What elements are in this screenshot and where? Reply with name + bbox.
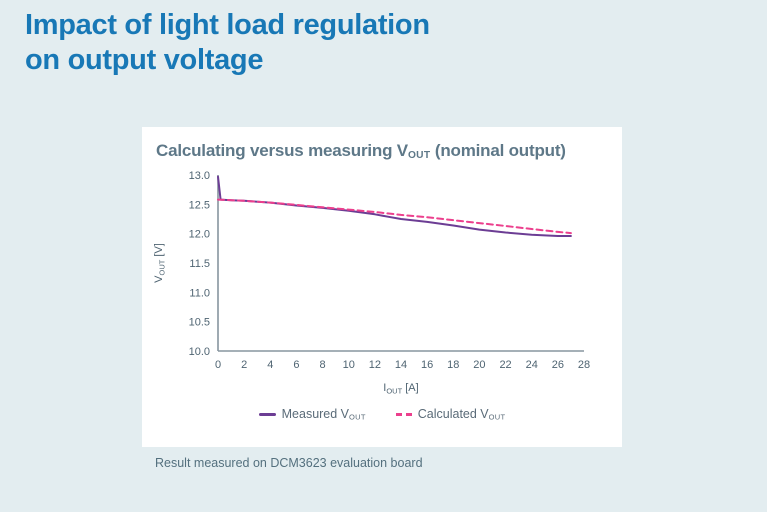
legend-calculated-subscript: OUT	[488, 412, 506, 422]
x-tick-label: 2	[241, 359, 247, 371]
legend-item-measured: Measured VOUT	[258, 407, 366, 422]
chart-title-subscript: OUT	[407, 150, 431, 162]
measured-line-swatch	[258, 413, 276, 417]
x-tick-label: 28	[578, 359, 590, 371]
chart-card: Calculating versus measuring VOUT (nomin…	[142, 127, 622, 447]
y-tick-label: 11.5	[189, 258, 210, 270]
x-tick-label: 12	[369, 359, 381, 371]
chart-title-suffix: (nominal output)	[430, 141, 566, 160]
x-tick-label: 18	[447, 359, 459, 371]
y-tick-label: 13.0	[189, 170, 210, 182]
x-tick-label: 14	[395, 359, 407, 371]
page-title-line1: Impact of light load regulation	[25, 9, 430, 41]
y-tick-label: 11.0	[189, 288, 210, 300]
x-axis-title: IOUT [A]	[383, 382, 418, 396]
legend-measured-subscript: OUT	[349, 412, 366, 422]
page-title-line2: on output voltage	[25, 43, 264, 76]
y-tick-label: 10.0	[189, 346, 210, 358]
calculated-line	[217, 198, 572, 235]
x-tick-label: 16	[421, 359, 433, 371]
x-tick-label: 4	[267, 359, 273, 371]
legend-item-calculated: Calculated VOUT	[395, 407, 506, 422]
page-title: Impact of light load regulation on output…	[25, 8, 430, 78]
y-tick-label: 10.5	[189, 317, 210, 329]
y-axis-title: VOUT [V]	[153, 243, 167, 283]
y-tick-label: 12.0	[189, 229, 210, 241]
legend-calculated-text: Calculated V	[417, 407, 489, 422]
calculated-line-swatch	[395, 413, 412, 417]
x-tick-label: 26	[552, 359, 564, 371]
x-tick-label: 10	[343, 359, 355, 371]
x-tick-label: 6	[293, 359, 299, 371]
chart-title-prefix: Calculating versus measuring V	[156, 141, 408, 160]
x-tick-label: 22	[499, 359, 511, 371]
chart-title: Calculating versus measuring VOUT (nomin…	[156, 141, 622, 161]
x-tick-label: 24	[526, 359, 538, 371]
legend-measured-text: Measured V	[281, 407, 350, 422]
x-tick-label: 20	[473, 359, 485, 371]
y-tick-label: 12.5	[189, 200, 210, 212]
legend-label-calculated: Calculated VOUT	[418, 407, 506, 422]
x-tick-label: 8	[320, 359, 326, 371]
line-chart: 13.012.512.011.511.010.510.00 2 4 6 8 10 12 14 1…	[153, 170, 590, 396]
legend-label-measured: Measured VOUT	[282, 407, 366, 422]
chart-legend: Measured VOUT Calculated VOUT	[142, 407, 622, 422]
result-caption: Result measured on DCM3623 evaluation bo…	[155, 456, 423, 470]
x-tick-label: 0	[215, 359, 221, 371]
